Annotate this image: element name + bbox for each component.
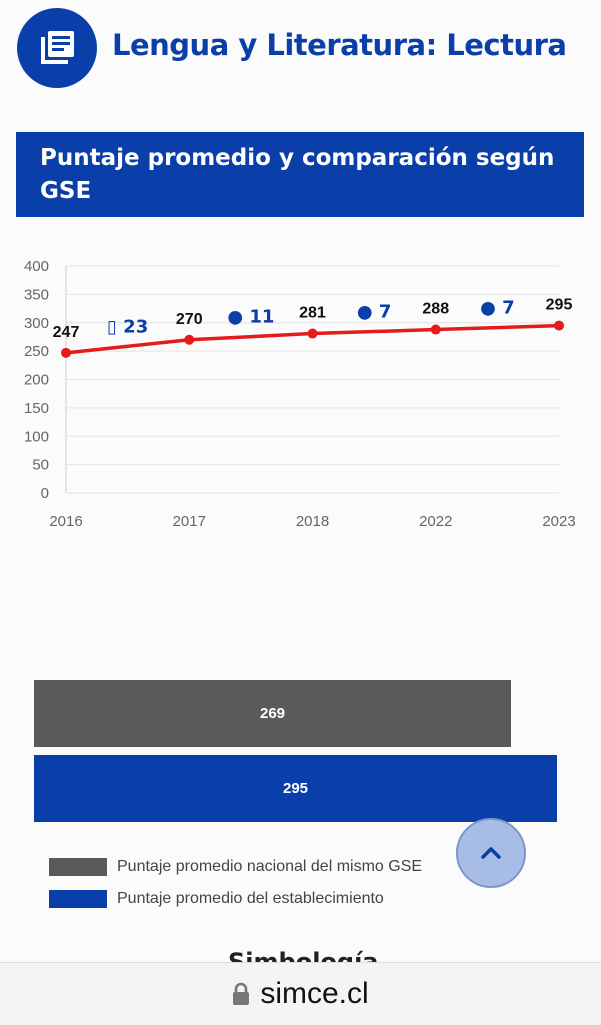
y-tick-label: 0 [41,485,49,502]
book-list-icon [17,8,97,88]
chart-banner: Puntaje promedio y comparación según GSE [16,132,584,217]
data-label: 247 [53,324,80,341]
section-title: Lengua y Literatura: Lectura [112,28,567,62]
lock-icon [233,982,250,1005]
legend-swatch-national [49,858,107,876]
data-point [61,347,71,358]
scroll-to-top-button[interactable] [456,818,526,888]
y-tick-label: 150 [24,400,49,417]
comparison-label: ● 7 [357,302,392,323]
data-label: 288 [422,301,449,318]
bar-school-value: 295 [282,780,309,797]
browser-url: simce.cl [260,977,369,1010]
data-label: 270 [176,311,203,328]
legend-label-school: Puntaje promedio del establecimiento [117,890,384,907]
y-tick-label: 200 [24,372,49,389]
x-tick-label: 2022 [419,513,452,530]
y-tick-label: 100 [24,428,49,445]
line-chart: 0 50 100 150 200 250 300 350 400 2016 2017 2018 2022… [24,258,576,530]
bar-school-average: 295 [34,755,557,822]
data-point [430,324,441,335]
data-point [554,320,564,331]
chevron-up-icon [481,847,501,859]
legend-item-national: Puntaje promedio nacional del mismo GSE [49,858,422,876]
comparison-label: ● 7 [480,298,515,319]
y-tick-label: 250 [24,343,49,360]
browser-address-bar[interactable]: simce.cl [0,962,601,1025]
legend-swatch-school [49,890,107,908]
y-tick-label: 50 [32,457,49,474]
data-label: 295 [546,297,573,314]
x-tick-label: 2018 [296,513,329,530]
data-point [184,334,195,345]
data-point [307,328,318,339]
x-tick-label: 2016 [49,513,82,530]
x-tick-label: 2023 [542,513,575,530]
legend-label-national: Puntaje promedio nacional del mismo GSE [117,858,423,875]
legend-item-school: Puntaje promedio del establecimiento [49,890,384,908]
y-tick-label: 350 [24,286,49,303]
y-tick-label: 400 [24,258,49,275]
section-header: Lengua y Literatura: Lectura [0,0,601,100]
data-label: 281 [299,305,326,322]
comparison-label: ● 11 [227,307,274,328]
y-tick-label: 300 [24,315,49,332]
bar-national-average: 269 [34,680,511,747]
comparison-label: ▯ 23 [107,316,148,337]
bar-national-value: 269 [259,705,286,722]
x-tick-label: 2017 [173,513,206,530]
chart-banner-title: Puntaje promedio y comparación según GSE [40,145,555,204]
next-section-title: Simbología [228,948,379,962]
